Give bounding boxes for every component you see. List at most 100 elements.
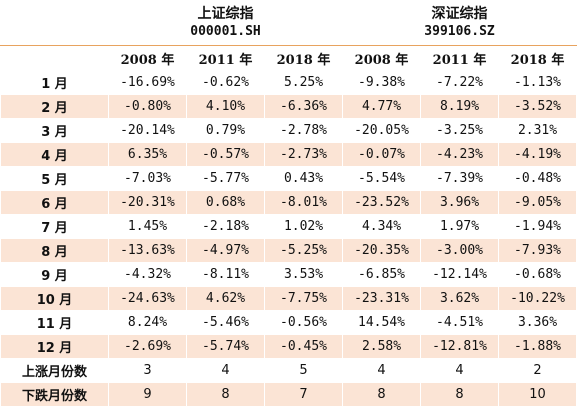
value-cell: -5.74% (186, 334, 265, 359)
month-row: 2 月 -0.80% 4.10% -6.36% 4.77% 8.19% -3.52% (0, 94, 577, 119)
value-cell: -4.32% (108, 262, 187, 287)
value-cell: -24.63% (108, 286, 187, 311)
row-label: 11 月 (0, 310, 109, 335)
row-label: 10 月 (0, 286, 109, 311)
year-header: 2018 年 (263, 45, 344, 71)
value-cell: 9 (108, 382, 187, 407)
value-cell: -0.62% (186, 70, 265, 95)
value-cell: -2.69% (108, 334, 187, 359)
value-cell: 3.36% (498, 310, 577, 335)
value-cell: -12.81% (420, 334, 500, 359)
value-cell: 4.77% (342, 94, 422, 119)
value-cell: 4.10% (186, 94, 265, 119)
index-name: 深证综指 (431, 6, 488, 22)
value-cell: 5 (263, 358, 344, 383)
value-cell: -23.52% (342, 190, 422, 215)
value-cell: -1.88% (498, 334, 577, 359)
value-cell: -6.36% (263, 94, 344, 119)
value-cell: 4 (186, 358, 265, 383)
value-cell: -5.25% (263, 238, 344, 263)
value-cell: -4.51% (420, 310, 500, 335)
value-cell: -8.01% (263, 190, 344, 215)
value-cell: -2.73% (263, 142, 344, 167)
corner-cell (0, 0, 109, 46)
value-cell: -2.18% (186, 214, 265, 239)
value-cell: -1.13% (498, 70, 577, 95)
value-cell: -4.23% (420, 142, 500, 167)
value-cell: 0.79% (186, 118, 265, 143)
year-header: 2011 年 (420, 45, 500, 71)
value-cell: -5.77% (186, 166, 265, 191)
value-cell: 6.35% (108, 142, 187, 167)
value-cell: -7.39% (420, 166, 500, 191)
value-cell: 4.34% (342, 214, 422, 239)
value-cell: 8 (342, 382, 422, 407)
value-cell: 1.45% (108, 214, 187, 239)
summary-row: 下跌月份数 9 8 7 8 8 10 (0, 382, 577, 407)
value-cell: 3 (108, 358, 187, 383)
index-header-shenzhen: 深证综指 399106.SZ (342, 0, 577, 46)
value-cell: -0.57% (186, 142, 265, 167)
value-cell: -7.03% (108, 166, 187, 191)
value-cell: -6.85% (342, 262, 422, 287)
value-cell: -20.05% (342, 118, 422, 143)
month-row: 7 月 1.45% -2.18% 1.02% 4.34% 1.97% -1.94% (0, 214, 577, 239)
value-cell: 8 (186, 382, 265, 407)
row-label: 上涨月份数 (0, 358, 109, 383)
value-cell: -7.22% (420, 70, 500, 95)
value-cell: -0.68% (498, 262, 577, 287)
value-cell: -3.00% (420, 238, 500, 263)
index-header-shanghai: 上证综指 000001.SH (107, 0, 344, 46)
month-row: 5 月 -7.03% -5.77% 0.43% -5.54% -7.39% -0.48% (0, 166, 577, 191)
index-code: 000001.SH (190, 24, 261, 39)
value-cell: 2.58% (342, 334, 422, 359)
month-row: 12 月 -2.69% -5.74% -0.45% 2.58% -12.81% -1.88% (0, 334, 577, 359)
value-cell: -20.14% (108, 118, 187, 143)
year-header: 2008 年 (342, 45, 422, 71)
month-row: 9 月 -4.32% -8.11% 3.53% -6.85% -12.14% -0.68% (0, 262, 577, 287)
index-name: 上证综指 (197, 6, 254, 22)
summary-row: 上涨月份数 3 4 5 4 4 2 (0, 358, 577, 383)
value-cell: -4.19% (498, 142, 577, 167)
value-cell: -0.48% (498, 166, 577, 191)
month-row: 6 月 -20.31% 0.68% -8.01% -23.52% 3.96% -9.05% (0, 190, 577, 215)
value-cell: 14.54% (342, 310, 422, 335)
value-cell: 1.97% (420, 214, 500, 239)
value-cell: 4.62% (186, 286, 265, 311)
year-header: 2008 年 (108, 45, 187, 71)
value-cell: -10.22% (498, 286, 577, 311)
value-cell: 3.53% (263, 262, 344, 287)
value-cell: 2.31% (498, 118, 577, 143)
row-label: 2 月 (0, 94, 109, 119)
value-cell: -3.52% (498, 94, 577, 119)
value-cell: 4 (342, 358, 422, 383)
value-cell: -7.93% (498, 238, 577, 263)
year-header: 2011 年 (186, 45, 265, 71)
value-cell: 4 (420, 358, 500, 383)
value-cell: 8.19% (420, 94, 500, 119)
row-label: 9 月 (0, 262, 109, 287)
row-label: 5 月 (0, 166, 109, 191)
value-cell: 0.68% (186, 190, 265, 215)
year-header-row: 2008 年 2011 年 2018 年 2008 年 2011 年 2018 年 (0, 45, 577, 71)
row-label: 1 月 (0, 70, 109, 95)
value-cell: -9.05% (498, 190, 577, 215)
value-cell: 10 (498, 382, 577, 407)
value-cell: 8.24% (108, 310, 187, 335)
value-cell: -5.46% (186, 310, 265, 335)
month-row: 3 月 -20.14% 0.79% -2.78% -20.05% -3.25% 2.31% (0, 118, 577, 143)
value-cell: -4.97% (186, 238, 265, 263)
year-header-blank (0, 45, 109, 71)
row-label: 6 月 (0, 190, 109, 215)
value-cell: -23.31% (342, 286, 422, 311)
month-row: 1 月 -16.69% -0.62% 5.25% -9.38% -7.22% -1.13% (0, 70, 577, 95)
value-cell: -0.45% (263, 334, 344, 359)
value-cell: 3.96% (420, 190, 500, 215)
row-label: 下跌月份数 (0, 382, 109, 407)
value-cell: 3.62% (420, 286, 500, 311)
value-cell: -13.63% (108, 238, 187, 263)
value-cell: -20.35% (342, 238, 422, 263)
value-cell: 8 (420, 382, 500, 407)
month-row: 8 月 -13.63% -4.97% -5.25% -20.35% -3.00% -7.93… (0, 238, 577, 263)
